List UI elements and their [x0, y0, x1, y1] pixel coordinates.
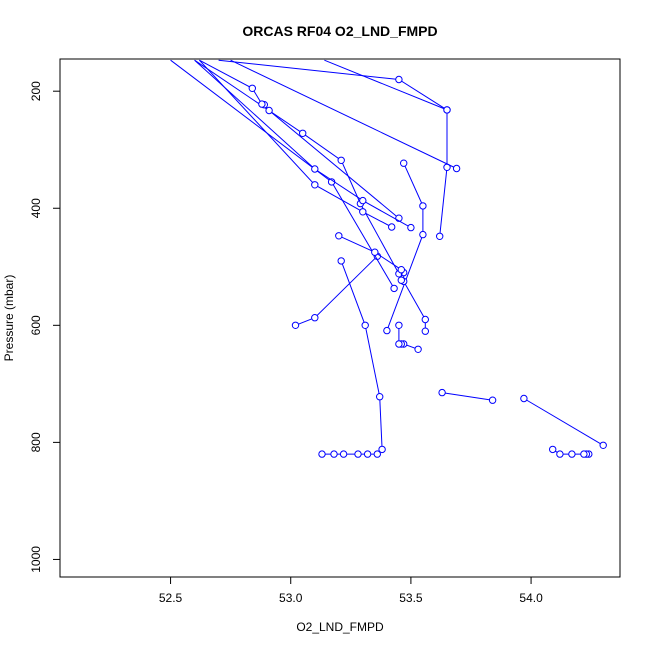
y-tick-label: 400: [29, 198, 43, 218]
data-point: [407, 223, 415, 232]
data-point: [383, 326, 391, 335]
data-point: [337, 156, 345, 165]
data-point: [397, 276, 405, 284]
data-point: [265, 106, 273, 115]
series-line: [523, 398, 604, 446]
series-group: [170, 59, 607, 458]
data-point: [452, 164, 461, 173]
data-point: [335, 232, 343, 240]
data-point: [363, 450, 372, 458]
series-line: [194, 59, 412, 229]
data-point: [354, 450, 362, 458]
series-line: [442, 392, 493, 401]
data-point: [318, 450, 326, 458]
data-point: [400, 159, 408, 167]
data-point: [421, 327, 429, 335]
series-line: [230, 59, 457, 169]
data-point: [395, 321, 403, 329]
data-point: [359, 196, 367, 205]
x-tick-label: 53.0: [279, 591, 303, 605]
data-point: [580, 450, 588, 458]
data-point: [419, 230, 427, 239]
x-axis: 52.5 53.0 53.5 54.0: [159, 576, 543, 605]
series-line: [324, 59, 448, 111]
chart-title: ORCAS RF04 O2_LND_FMPD: [242, 23, 437, 39]
data-point: [291, 321, 300, 329]
data-point: [556, 450, 564, 458]
y-tick-label: 200: [29, 81, 43, 101]
data-point: [311, 314, 319, 322]
series-line: [403, 272, 426, 332]
data-point: [311, 165, 319, 173]
data-point: [436, 232, 444, 241]
series-line: [170, 59, 395, 289]
data-point: [388, 223, 396, 231]
data-point: [330, 450, 338, 458]
data-point: [248, 84, 257, 93]
data-point: [299, 129, 307, 138]
data-point: [373, 450, 381, 458]
y-axis: 200 400 600 800 1000: [29, 81, 61, 573]
x-tick-label: 54.0: [519, 591, 543, 605]
data-point: [390, 284, 398, 293]
data-point: [395, 75, 403, 84]
x-axis-label: O2_LND_FMPD: [296, 620, 384, 634]
data-point: [361, 321, 369, 329]
data-point: [421, 315, 429, 324]
y-tick-label: 600: [29, 315, 43, 335]
data-point: [419, 202, 427, 210]
series-line: [199, 59, 392, 228]
data-point: [488, 396, 497, 404]
data-point: [311, 181, 319, 189]
data-point: [337, 257, 345, 265]
series-line: [338, 235, 402, 281]
data-point: [397, 266, 405, 274]
y-tick-label: 1000: [29, 546, 43, 573]
data-point: [339, 450, 348, 458]
data-point: [371, 248, 379, 256]
data-point: [378, 445, 386, 454]
x-tick-label: 52.5: [159, 591, 183, 605]
x-tick-label: 53.5: [399, 591, 423, 605]
data-point: [376, 393, 384, 401]
y-axis-label: Pressure (mbar): [2, 275, 16, 362]
series-line: [295, 255, 378, 326]
data-point: [438, 388, 446, 397]
plot-frame: [59, 58, 621, 578]
data-point: [599, 441, 607, 449]
data-point: [568, 450, 576, 458]
series-line: [322, 260, 383, 455]
data-point: [359, 208, 367, 216]
y-tick-label: 800: [29, 432, 43, 452]
data-point: [520, 394, 528, 403]
data-point: [414, 345, 422, 353]
series-layer: [170, 59, 607, 458]
data-point: [549, 445, 557, 454]
data-point: [395, 340, 403, 348]
data-point: [443, 106, 451, 114]
data-point: [258, 100, 266, 108]
